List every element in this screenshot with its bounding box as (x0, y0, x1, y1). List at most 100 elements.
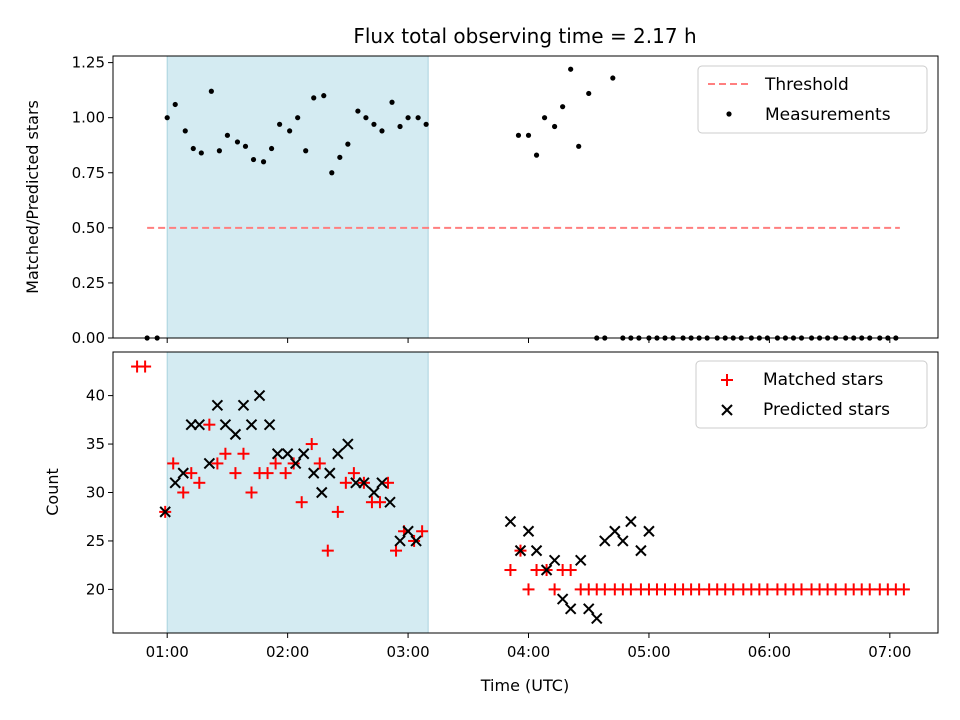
matched-star-point (863, 583, 876, 596)
matched-star-point (339, 476, 352, 489)
predicted-star-point (211, 399, 224, 412)
x-tick-label: 07:00 (868, 643, 911, 661)
predicted-star-point (245, 418, 258, 431)
bot-y-tick-label: 25 (86, 532, 105, 550)
threshold-legend-label: Threshold (764, 75, 849, 95)
predicted-star-point (384, 496, 396, 508)
matched-star-point (659, 583, 672, 596)
predicted-star-point (394, 535, 406, 547)
matched-star-point (193, 476, 206, 489)
matched-star-point (504, 564, 517, 577)
bottom-legend: Matched stars Predicted stars (695, 360, 928, 429)
matched-star-point (331, 505, 344, 518)
measurement-point (525, 132, 532, 138)
matched-star-point (564, 564, 577, 577)
matched-star-point (693, 583, 706, 596)
predicted-legend-marker (721, 404, 733, 416)
predicted-star-point (548, 554, 561, 567)
predicted-star-point (193, 418, 206, 431)
matched-star-point (203, 418, 216, 431)
predicted-star-point (263, 418, 276, 431)
predicted-star-point (289, 457, 302, 470)
predicted-star-point (635, 544, 647, 557)
measurement-point (242, 143, 249, 149)
bot-y-tick-label: 35 (86, 435, 105, 453)
predicted-star-point (530, 544, 543, 557)
measurement-point (560, 104, 566, 110)
matched-star-point (237, 447, 250, 460)
bot-y-tick-label: 20 (86, 580, 105, 598)
matched-star-point (313, 457, 326, 470)
matched-star-point (382, 476, 394, 489)
x-tick-label: 04:00 (507, 643, 550, 661)
predicted-star-point (583, 603, 595, 615)
top-y-tick-label: 1.00 (72, 109, 105, 127)
measurements-legend-label: Measurements (765, 105, 891, 125)
predicted-star-point (556, 593, 569, 605)
predicted-star-point (203, 457, 216, 470)
predicted-star-point (169, 477, 181, 489)
measurement-point (423, 121, 429, 127)
matched-star-point (829, 583, 842, 596)
predicted-star-point (308, 467, 320, 479)
matched-star-point (139, 360, 152, 373)
matched-star-point (279, 467, 292, 480)
measurement-point (568, 66, 574, 72)
predicted-star-point (219, 418, 232, 431)
top-axes-frame (112, 55, 939, 339)
matched-star-point (185, 467, 198, 480)
matched-star-point (390, 544, 403, 557)
predicted-star-point (574, 554, 587, 567)
predicted-star-point (402, 525, 414, 537)
predicted-star-point (281, 448, 294, 460)
matched-star-point (795, 583, 808, 596)
measurement-point (576, 143, 582, 149)
predicted-star-point (617, 535, 629, 547)
matched-star-point (229, 467, 242, 480)
measurement-point (541, 115, 548, 121)
measurement-point (515, 132, 522, 138)
bot-y-tick-label: 40 (86, 387, 105, 405)
measurement-point (389, 99, 395, 105)
x-tick-label: 02:00 (266, 643, 309, 661)
matched-star-point (269, 457, 282, 470)
matched-star-point (219, 447, 232, 460)
top-y-tick-label: 0.50 (72, 219, 105, 237)
measurement-point (311, 95, 317, 101)
matched-star-point (727, 583, 740, 596)
measurement-point (260, 159, 267, 165)
matched-star-point (761, 583, 774, 596)
measurement-point (268, 145, 275, 152)
measurement-point (303, 148, 309, 154)
matched-star-point (416, 525, 429, 538)
bottom-legend-box (695, 360, 928, 429)
matched-star-point (321, 544, 334, 557)
matched-star-point (624, 583, 637, 596)
measurement-point (224, 132, 231, 138)
measurement-point (345, 141, 351, 147)
measurement-point (287, 128, 293, 134)
top-y-tick-label: 1.25 (72, 54, 105, 72)
predicted-star-point (564, 603, 577, 615)
matched-star-point (211, 457, 224, 470)
predicted-star-point (342, 438, 354, 450)
measurement-point (586, 90, 592, 97)
matched-star-point (408, 534, 421, 547)
bottom-x-axis: 01:00 02:00 03:00 04:00 05:00 06:00 07:00 (146, 633, 911, 661)
top-x-ticks (166, 338, 891, 343)
measurement-point (172, 101, 178, 108)
matched-star-point (287, 457, 300, 470)
matched-star-point (295, 496, 308, 509)
matched-star-point (598, 583, 611, 596)
matched-star-point (373, 496, 386, 509)
x-tick-label: 03:00 (386, 643, 429, 661)
measurement-point (190, 145, 196, 152)
measurement-point (164, 115, 170, 121)
measurement-point (182, 128, 188, 134)
predicted-star-point (297, 448, 310, 460)
predicted-star-point (271, 448, 284, 460)
predicted-star-point (229, 428, 242, 441)
measurement-point (295, 115, 301, 121)
bot-observing-window (166, 352, 429, 633)
